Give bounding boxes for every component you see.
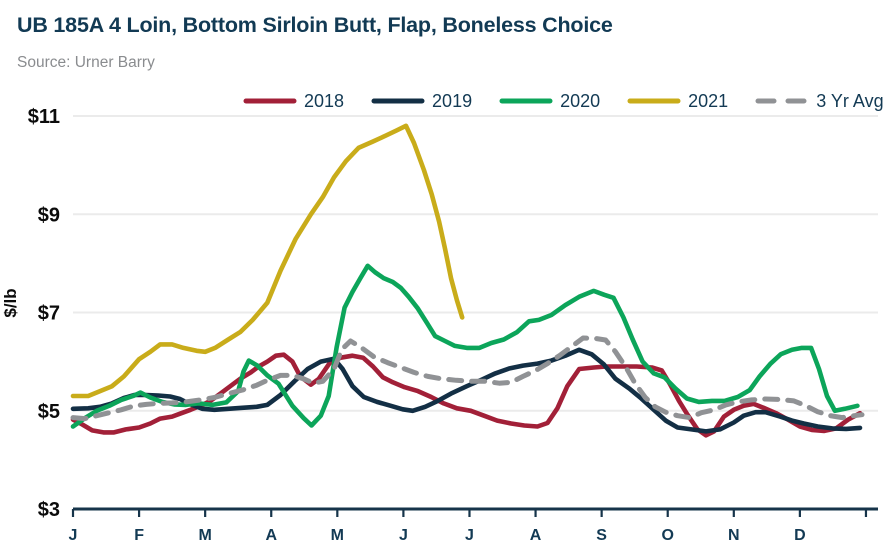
legend-swatch	[371, 98, 425, 104]
source-note: Source: Urner Barry	[17, 54, 155, 71]
legend: 2018 2019 2020 2021 3 Yr Avg	[243, 90, 884, 112]
legend-swatch	[627, 98, 681, 104]
legend-item-3-yr-avg: 3 Yr Avg	[755, 90, 884, 112]
x-tick-label: S	[596, 527, 607, 544]
x-tick-label: J	[69, 527, 78, 544]
y-axis-title: $/lb	[1, 288, 20, 317]
y-tick-label: $7	[38, 303, 60, 325]
series-line-2020	[70, 263, 860, 429]
legend-label: 3 Yr Avg	[816, 90, 884, 111]
legend-label: 2019	[432, 90, 473, 111]
x-tick-label: M	[331, 527, 344, 544]
x-tick-label: O	[661, 527, 673, 544]
x-tick-label: N	[728, 527, 740, 544]
x-tick-label: A	[530, 527, 542, 544]
y-tick-label: $3	[38, 499, 60, 521]
series-line-3-yr-avg	[70, 335, 865, 422]
series-line-2019	[70, 347, 863, 434]
x-tick-label: A	[265, 527, 277, 544]
x-tick-label: F	[134, 527, 144, 544]
x-tick-label: M	[198, 527, 211, 544]
chart-title: UB 185A 4 Loin, Bottom Sirloin Butt, Fla…	[17, 13, 613, 37]
legend-item-2020: 2020	[499, 91, 600, 112]
legend-item-2018: 2018	[243, 91, 344, 112]
series-line-2021	[70, 123, 465, 399]
legend-swatch	[243, 98, 297, 104]
legend-item-2019: 2019	[371, 91, 472, 112]
y-tick-label: $9	[38, 204, 60, 226]
x-tick-label: J	[399, 527, 408, 544]
legend-swatch	[499, 98, 553, 104]
y-tick-label: $5	[38, 401, 60, 423]
x-tick-label: J	[465, 527, 474, 544]
legend-swatch	[755, 98, 809, 104]
legend-label: 2018	[304, 90, 345, 111]
legend-item-2021: 2021	[627, 91, 728, 112]
legend-label: 2021	[688, 90, 729, 111]
legend-label: 2020	[560, 90, 601, 111]
x-tick-label: D	[794, 527, 806, 544]
y-tick-label: $11	[28, 106, 60, 128]
